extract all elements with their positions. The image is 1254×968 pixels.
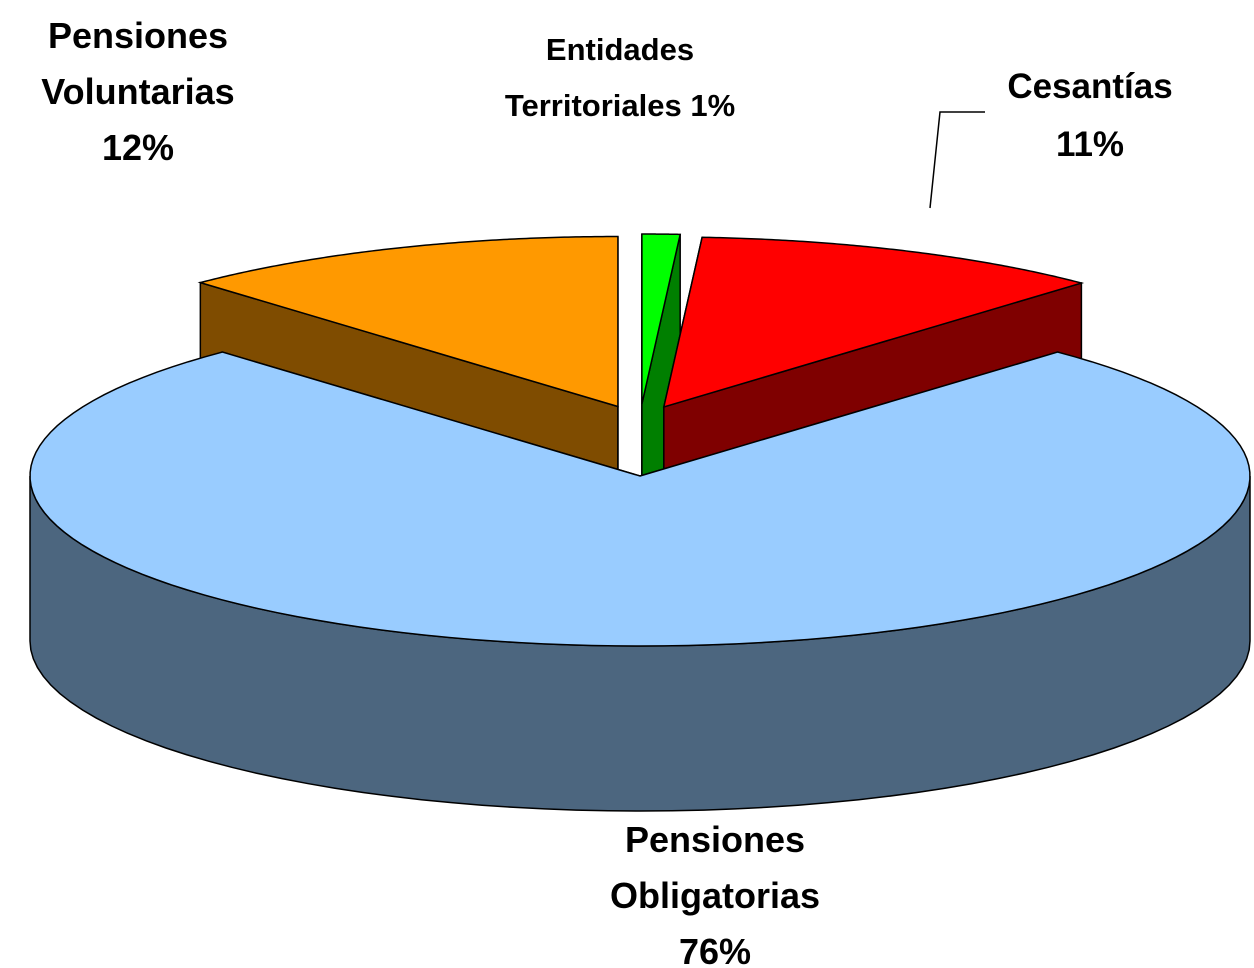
slice-top — [29, 351, 1251, 647]
label-value: 76% — [678, 931, 752, 968]
label-name: Pensiones Voluntarias — [41, 15, 235, 112]
slice-label: Entidades Territoriales 1% — [460, 22, 780, 134]
slice — [29, 351, 1251, 812]
slice-label: Pensiones Voluntarias 12% — [8, 8, 268, 176]
slice-top — [641, 233, 682, 405]
slice-top — [197, 235, 619, 408]
slice-top — [662, 236, 1085, 409]
label-name: Pensiones Obligatorias — [609, 819, 821, 916]
label-value: 11% — [1055, 125, 1125, 164]
label-value: 12% — [101, 127, 175, 168]
leader-line — [929, 111, 985, 209]
slice-label: Cesantías 11% — [960, 58, 1220, 174]
label-name: Cesantías — [1007, 67, 1173, 106]
slice-label: Pensiones Obligatorias 76% — [565, 812, 865, 968]
label-value: 1% — [690, 88, 736, 123]
label-name: Entidades Territoriales — [504, 32, 695, 123]
